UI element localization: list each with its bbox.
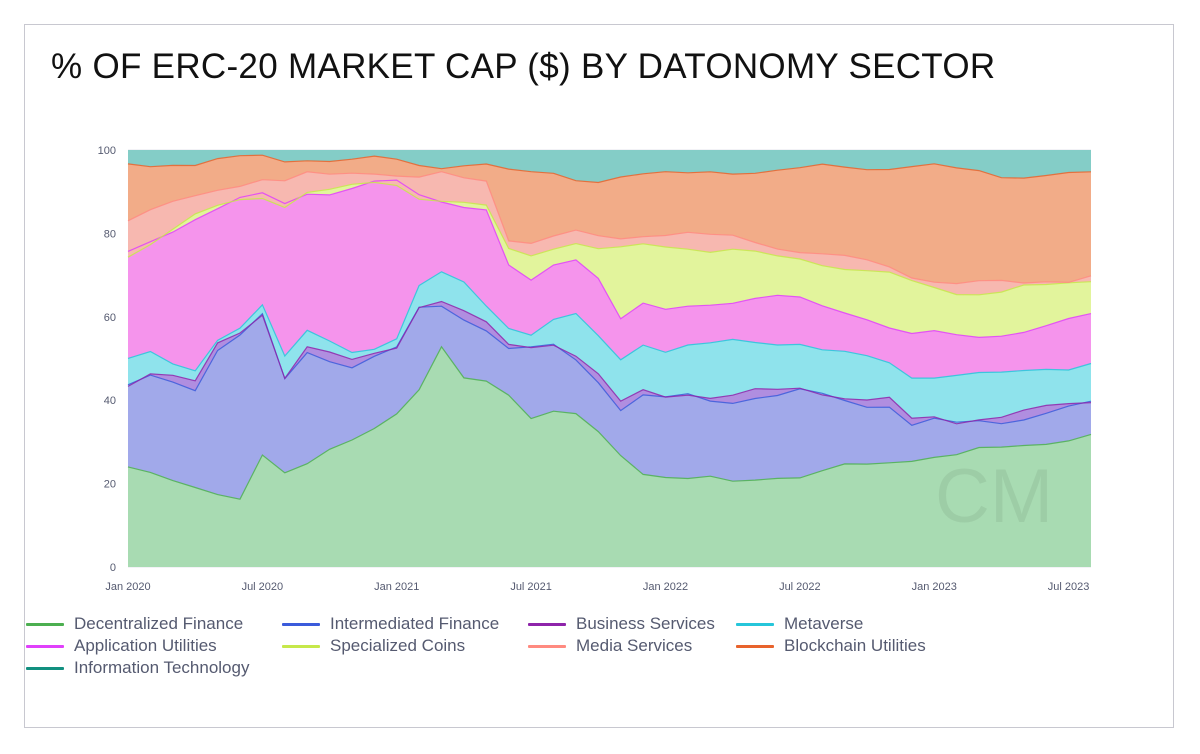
line-business-services [127,300,1092,425]
legend-item-intermediated-finance[interactable]: Intermediated Finance [282,614,499,634]
x-tick-label-jan-2023: Jan 2023 [912,581,957,593]
cm-watermark: CM [935,454,1053,539]
y-tick-label-40: 40 [104,395,116,407]
legend-item-application-utilities[interactable]: Application Utilities [26,636,217,656]
x-tick-label-jul-2023: Jul 2023 [1048,581,1090,593]
area-decentralized-finance [128,346,1091,567]
legend-label-blockchain-utilities: Blockchain Utilities [784,636,926,655]
x-tick-label-jan-2022: Jan 2022 [643,581,688,593]
axis-layer: 0 20 40 60 80 100 Jan 2020 Jul 2020 Jan 2021 Jul … [98,145,1090,593]
y-tick-label-80: 80 [104,228,116,240]
legend-item-metaverse[interactable]: Metaverse [736,614,863,634]
chart-title: % OF ERC-20 MARKET CAP ($) BY DATONOMY S… [51,47,996,86]
legend-label-intermediated-finance: Intermediated Finance [330,614,500,633]
line-intermediated-finance [127,305,1092,426]
area-application-utilities [128,180,1091,379]
legend-item-business-services[interactable]: Business Services [528,614,715,634]
legend-item-decentralized-finance[interactable]: Decentralized Finance [26,614,243,634]
legend-swatch-specialized-coins [282,644,320,648]
area-information-technology [128,150,1091,183]
area-intermediated-finance [128,306,1091,500]
legend-item-information-technology[interactable]: Information Technology [26,658,249,678]
legend-swatch-blockchain-utilities [736,644,774,648]
y-tick-label-20: 20 [104,479,116,491]
legend-swatch-information-technology [26,666,64,670]
legend-swatch-intermediated-finance [282,622,320,626]
legend-label-media-services: Media Services [576,636,693,655]
line-media-services [127,171,1092,285]
line-specialized-coins [127,181,1092,296]
legend-label-information-technology: Information Technology [74,658,250,677]
y-tick-label-0: 0 [110,562,116,574]
line-application-utilities [127,179,1092,339]
line-metaverse [127,271,1092,379]
area-media-services [128,171,1091,295]
legend-swatch-media-services [528,644,566,648]
legend-swatch-business-services [528,622,566,626]
area-blockchain-utilities [128,155,1091,284]
x-tick-label-jan-2021: Jan 2021 [374,581,419,593]
line-blockchain-utilities [127,154,1092,184]
legend-item-blockchain-utilities[interactable]: Blockchain Utilities [736,636,926,656]
line-decentralized-finance [127,345,1092,500]
x-tick-label-jan-2020: Jan 2020 [105,581,150,593]
legend-label-business-services: Business Services [576,614,715,633]
legend-label-metaverse: Metaverse [784,614,864,633]
x-tick-label-jul-2020: Jul 2020 [242,581,284,593]
legend-item-media-services[interactable]: Media Services [528,636,692,656]
y-tick-label-60: 60 [104,312,116,324]
line-layer [127,154,1092,500]
y-tick-label-100: 100 [98,145,116,157]
legend-label-specialized-coins: Specialized Coins [330,636,466,655]
legend-swatch-application-utilities [26,644,64,648]
legend-swatch-decentralized-finance [26,622,64,626]
legend-label-application-utilities: Application Utilities [74,636,217,655]
area-layer [128,150,1091,567]
x-tick-label-jul-2021: Jul 2021 [510,581,552,593]
legend-swatch-metaverse [736,622,774,626]
x-tick-label-jul-2022: Jul 2022 [779,581,821,593]
area-specialized-coins [128,180,1091,338]
legend-item-specialized-coins[interactable]: Specialized Coins [282,636,465,656]
legend-label-decentralized-finance: Decentralized Finance [74,614,244,633]
